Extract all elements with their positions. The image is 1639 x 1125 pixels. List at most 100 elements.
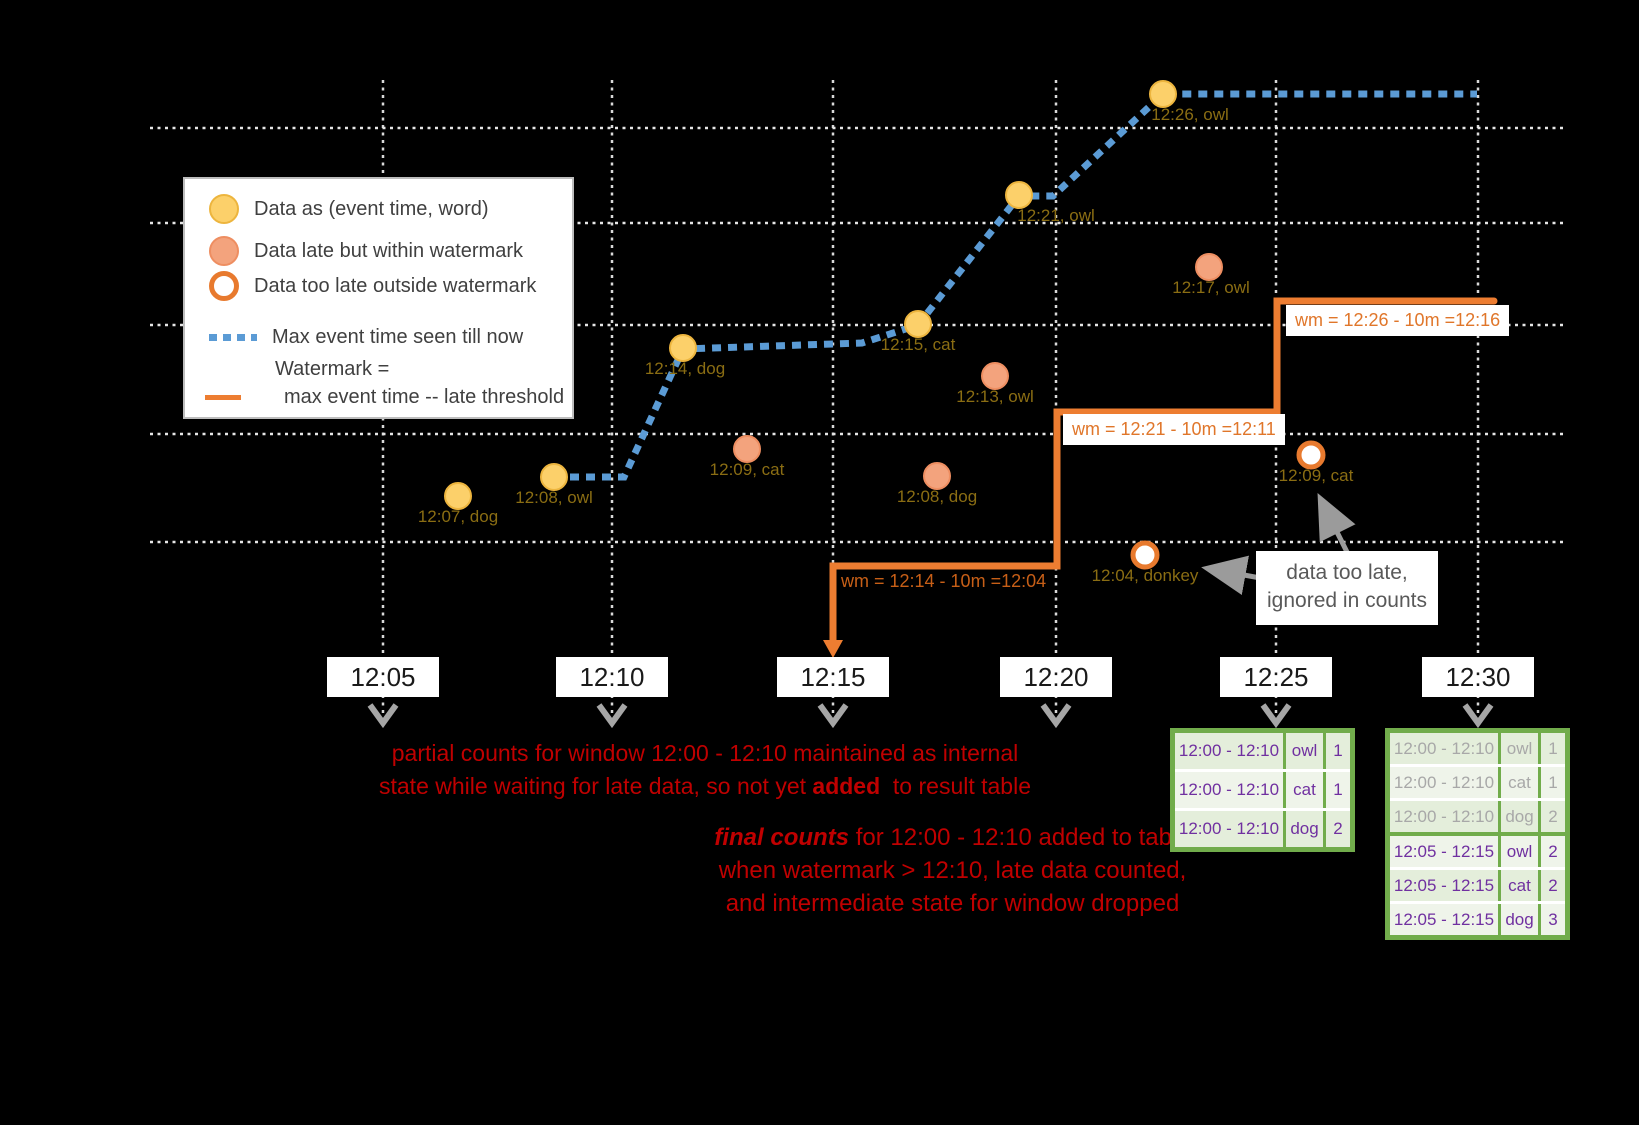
cell-count: 1 <box>1538 733 1565 764</box>
point-label: 12:09, cat <box>709 460 785 479</box>
cell-window: 12:05 - 12:15 <box>1390 870 1498 901</box>
cell-word: owl <box>1498 733 1538 764</box>
point-label: 12:08, owl <box>515 488 593 507</box>
point-label: 12:26, owl <box>1151 105 1229 124</box>
note-line: partial counts for window 12:00 - 12:10 … <box>391 740 1019 766</box>
cell-word: dog <box>1498 904 1538 935</box>
cell-window: 12:05 - 12:15 <box>1390 836 1498 867</box>
data-points <box>444 80 1326 570</box>
legend-label: Data late but within watermark <box>254 239 524 262</box>
legend-item-on-time: Data as (event time, word) <box>209 194 489 224</box>
x-axis-label: 12:05 <box>327 657 439 697</box>
watermark-label-2: wm = 12:21 - 10m =12:11 <box>1063 414 1285 445</box>
cell-word: cat <box>1498 767 1538 798</box>
data-point-late <box>923 462 951 490</box>
result-row: 12:05 - 12:15 dog 3 <box>1390 901 1565 935</box>
down-arrow-icon <box>1260 703 1292 729</box>
watermark-line <box>829 297 1498 648</box>
cell-window: 12:00 - 12:10 <box>1175 811 1283 847</box>
data-point-too-late <box>1130 540 1160 570</box>
result-row: 12:00 - 12:10 dog 2 <box>1390 798 1565 832</box>
point-label: 12:17, owl <box>1172 278 1250 297</box>
note-line: when watermark > 12:10, late data counte… <box>718 857 1187 884</box>
point-label: 12:07, dog <box>417 507 499 526</box>
note-partial-counts: partial counts for window 12:00 - 12:10 … <box>310 737 1100 803</box>
too-late-note-line: ignored in counts <box>1267 589 1427 612</box>
data-point-too-late <box>1296 440 1326 470</box>
x-axis-label: 12:10 <box>556 657 668 697</box>
point-label: 12:09, cat <box>1278 466 1354 485</box>
point-label: 12:08, dog <box>896 487 978 506</box>
data-point-on-time <box>1005 181 1033 209</box>
data-point-late <box>1195 253 1223 281</box>
legend-label: Data too late outside watermark <box>254 274 537 297</box>
too-late-note-line: data too late, <box>1286 561 1408 584</box>
result-row: 12:00 - 12:10 owl 1 <box>1175 733 1350 769</box>
cell-count: 2 <box>1538 836 1565 867</box>
down-arrow-icon <box>367 703 399 729</box>
cell-count: 1 <box>1538 767 1565 798</box>
cell-window: 12:00 - 12:10 <box>1175 772 1283 808</box>
note-line: and intermediate state for window droppe… <box>725 890 1180 917</box>
data-point-on-time <box>904 310 932 338</box>
watermark-label-3: wm = 12:26 - 10m =12:16 <box>1286 305 1510 336</box>
result-row: 12:05 - 12:15 cat 2 <box>1390 867 1565 901</box>
point-label: 12:21, owl <box>1017 206 1095 225</box>
result-row: 12:00 - 12:10 cat 1 <box>1390 764 1565 798</box>
cell-count: 2 <box>1538 801 1565 832</box>
on-time-dot-icon <box>209 194 239 224</box>
x-axis-label: 12:25 <box>1220 657 1332 697</box>
cell-count: 1 <box>1323 772 1350 808</box>
axis-arrow-icons <box>367 703 1494 729</box>
data-point-on-time <box>669 334 697 362</box>
legend-label: Max event time seen till now <box>272 325 524 348</box>
max-event-time-line <box>554 90 1477 481</box>
point-label: 12:13, owl <box>956 387 1034 406</box>
data-point-on-time <box>540 463 568 491</box>
cell-window: 12:00 - 12:10 <box>1390 801 1498 832</box>
cell-window: 12:00 - 12:10 <box>1175 733 1283 769</box>
point-label: 12:04, donkey <box>1091 566 1199 585</box>
cell-window: 12:05 - 12:15 <box>1390 904 1498 935</box>
result-row: 12:00 - 12:10 owl 1 <box>1390 733 1565 764</box>
legend-label: Data as (event time, word) <box>254 197 489 220</box>
legend-label: Watermark = <box>275 357 390 380</box>
data-point-late <box>981 362 1009 390</box>
cell-count: 2 <box>1323 811 1350 847</box>
x-axis-label: 12:15 <box>777 657 889 697</box>
data-point-late <box>733 435 761 463</box>
down-arrow-icon <box>596 703 628 729</box>
x-axis-label: 12:30 <box>1422 657 1534 697</box>
legend-label: max event time -- late threshold <box>284 385 565 408</box>
cell-word: cat <box>1283 772 1323 808</box>
note-line: final counts for 12:00 - 12:10 added to … <box>714 824 1191 851</box>
result-row: 12:00 - 12:10 dog 2 <box>1175 808 1350 847</box>
down-arrow-icon <box>1040 703 1072 729</box>
late-dot-icon <box>209 236 239 266</box>
result-table-12-30: 12:00 - 12:10 owl 1 12:00 - 12:10 cat 1 12:00 … <box>1385 728 1570 940</box>
legend-item-too-late: Data too late outside watermark <box>209 271 537 301</box>
result-row: 12:00 - 12:10 cat 1 <box>1175 769 1350 808</box>
legend-item-watermark: Watermark = <box>275 355 389 383</box>
cell-word: dog <box>1283 811 1323 847</box>
x-axis-label: 12:20 <box>1000 657 1112 697</box>
legend-item-max-event: Max event time seen till now <box>209 323 523 351</box>
watermark-arrowhead-icon <box>823 640 843 658</box>
cell-count: 2 <box>1538 870 1565 901</box>
down-arrow-icon <box>1462 703 1494 729</box>
data-point-on-time <box>444 482 472 510</box>
legend-item-watermark-2: max event time -- late threshold <box>205 383 564 411</box>
note-line: state while waiting for late data, so no… <box>379 773 1031 799</box>
cell-word: owl <box>1283 733 1323 769</box>
point-label: 12:14, dog <box>644 359 726 378</box>
legend-item-late: Data late but within watermark <box>209 236 524 266</box>
too-late-dot-icon <box>209 271 239 301</box>
legend: Data as (event time, word) Data late but… <box>183 177 574 419</box>
cell-count: 3 <box>1538 904 1565 935</box>
cell-count: 1 <box>1323 733 1350 769</box>
cell-word: owl <box>1498 836 1538 867</box>
too-late-note: data too late, ignored in counts <box>1256 551 1438 625</box>
point-label: 12:15, cat <box>880 335 956 354</box>
down-arrow-icon <box>817 703 849 729</box>
